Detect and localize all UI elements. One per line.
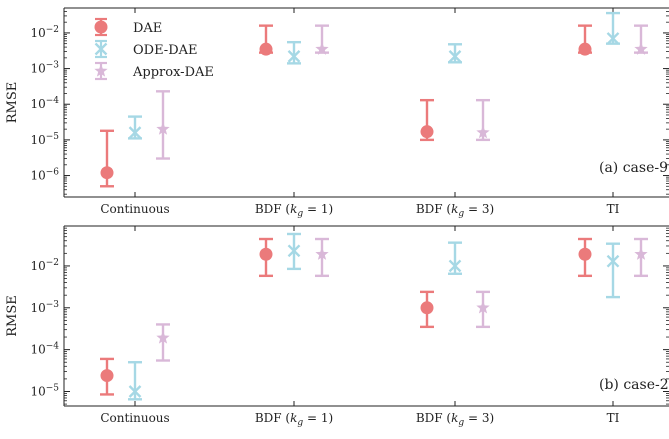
y-axis-label: RMSE bbox=[5, 295, 20, 337]
data-point bbox=[100, 166, 114, 180]
x-tick-label: BDF (kg = 1) bbox=[255, 202, 333, 219]
data-point bbox=[606, 32, 620, 45]
data-point bbox=[448, 50, 462, 63]
data-point bbox=[315, 247, 329, 260]
series-approx-dae bbox=[156, 237, 648, 362]
panel-annotation: (a) case-9 bbox=[599, 160, 668, 176]
x-tick-label: TI bbox=[607, 202, 620, 216]
data-point bbox=[156, 122, 170, 135]
legend-label: ODE-DAE bbox=[133, 43, 198, 58]
x-tick-label: Continuous bbox=[100, 202, 169, 216]
legend-entry: Approx-DAE bbox=[94, 61, 214, 81]
x-tick-label: Continuous bbox=[100, 411, 169, 425]
chart-panel-b: 10−5 10−4 10−3 10−2 Continuous BDF (kg = 1) BD… bbox=[5, 225, 669, 428]
data-point bbox=[128, 385, 142, 398]
legend: DAE ODE-DAE Approx-DAE bbox=[94, 17, 214, 81]
data-point bbox=[634, 247, 648, 260]
data-point bbox=[476, 300, 490, 314]
y-tick-label: 10−5 bbox=[30, 383, 59, 398]
y-tick-label: 10−4 bbox=[30, 96, 59, 111]
y-axis-label: RMSE bbox=[5, 82, 20, 124]
data-point bbox=[420, 125, 434, 139]
data-point bbox=[448, 259, 462, 273]
y-tick-label: 10−6 bbox=[30, 168, 59, 183]
data-point bbox=[578, 42, 592, 56]
data-point bbox=[128, 126, 142, 139]
series-dae bbox=[100, 237, 592, 396]
y-tick-label: 10−3 bbox=[30, 300, 59, 315]
x-tick-label: BDF (kg = 3) bbox=[416, 202, 494, 219]
data-point bbox=[287, 244, 301, 258]
series-ode-dae bbox=[128, 232, 620, 401]
legend-marker bbox=[94, 42, 108, 56]
y-tick-label: 10−2 bbox=[30, 25, 59, 40]
y-tick-label: 10−2 bbox=[30, 258, 59, 273]
data-point bbox=[100, 369, 114, 383]
chart-panel-a: 10−6 10−5 10−4 10−3 10−2 Continuous BDF (kg = … bbox=[5, 7, 669, 219]
legend-label: Approx-DAE bbox=[132, 65, 214, 80]
data-point bbox=[578, 247, 592, 261]
data-point bbox=[287, 50, 301, 63]
data-point bbox=[476, 125, 490, 139]
legend-marker bbox=[94, 20, 108, 34]
y-tick-label: 10−3 bbox=[30, 61, 59, 76]
legend-label: DAE bbox=[133, 21, 162, 36]
x-tick-label: BDF (kg = 1) bbox=[255, 411, 333, 428]
data-point bbox=[259, 42, 273, 56]
series-dae bbox=[100, 24, 592, 188]
y-tick-label: 10−5 bbox=[30, 132, 59, 147]
panel-annotation: (b) case-200 bbox=[599, 377, 669, 393]
data-point bbox=[420, 301, 434, 315]
data-point bbox=[634, 42, 648, 55]
x-tick-label: TI bbox=[607, 411, 620, 425]
series-ode-dae bbox=[128, 11, 620, 140]
data-point bbox=[606, 254, 620, 268]
series-approx-dae bbox=[156, 24, 648, 160]
data-point bbox=[259, 247, 273, 261]
legend-entry: ODE-DAE bbox=[94, 39, 198, 59]
legend-entry: DAE bbox=[94, 17, 162, 37]
data-point bbox=[156, 330, 170, 344]
x-tick-label: BDF (kg = 3) bbox=[416, 411, 494, 428]
y-tick-label: 10−4 bbox=[30, 342, 59, 357]
data-point bbox=[315, 42, 329, 55]
legend-marker bbox=[94, 64, 108, 77]
